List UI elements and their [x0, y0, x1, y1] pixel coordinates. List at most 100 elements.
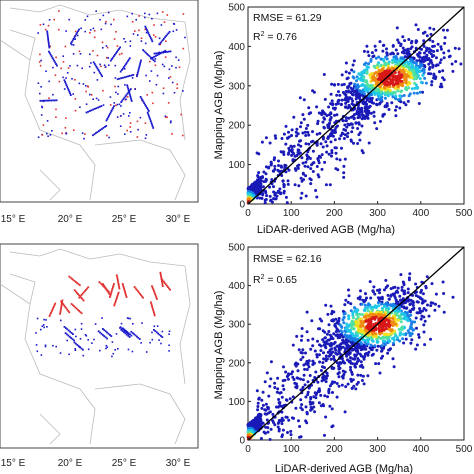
sample-point: [87, 86, 89, 88]
sample-point: [144, 12, 146, 15]
sample-point: [124, 41, 127, 43]
transect-point: [166, 33, 169, 36]
scatter-point: [315, 391, 319, 395]
sample-point: [64, 45, 67, 48]
transect-point: [78, 28, 80, 31]
sample-point: [89, 29, 92, 31]
transect-point: [129, 88, 132, 90]
scatter-point: [422, 330, 426, 334]
scatter-point: [356, 349, 360, 353]
transect-point: [125, 294, 127, 297]
scatter-point: [305, 157, 309, 161]
scatter-point: [330, 99, 334, 103]
transect-point: [122, 327, 124, 330]
transect-point: [151, 57, 154, 60]
scatter-point: [335, 361, 339, 365]
transect-point: [146, 29, 148, 31]
transect-point: [99, 72, 102, 74]
scatter-point: [404, 103, 408, 107]
scatter-point: [291, 395, 295, 399]
r2-value: = 0.76: [265, 31, 298, 43]
transect-point: [143, 102, 146, 104]
scatter-point: [301, 113, 305, 117]
transect-point: [96, 131, 99, 133]
scatter-point: [298, 151, 302, 155]
scatter-point: [399, 273, 403, 277]
scatter-point: [332, 310, 336, 314]
scatter-point: [381, 49, 385, 53]
transect-point: [118, 287, 121, 290]
transect-point: [66, 308, 69, 311]
scatter-point: [358, 115, 362, 119]
transect-point: [150, 303, 153, 305]
scatter-point: [389, 304, 393, 308]
sample-point: [52, 66, 54, 69]
transect-point: [157, 52, 159, 54]
scatter-point: [265, 371, 269, 375]
transect-point: [59, 312, 61, 315]
sample-point: [178, 66, 181, 69]
scatter-point: [403, 310, 407, 314]
scatter-point: [380, 302, 383, 306]
sample-point: [89, 53, 91, 56]
scatter-point: [441, 280, 445, 284]
transect-point: [122, 284, 125, 287]
scatter-point: [351, 311, 355, 315]
transect-point: [138, 66, 141, 69]
scatter-point: [391, 95, 395, 99]
scatter-point: [272, 190, 276, 194]
scatter-point: [296, 362, 300, 366]
scatter-point: [366, 116, 370, 120]
scatter-point: [348, 356, 352, 360]
sample-point: [160, 342, 162, 345]
scatter-point: [399, 298, 402, 302]
scatter-point: [427, 67, 431, 71]
scatter-point: [416, 85, 419, 89]
map-panel-bottom: 15° E 20° E 25° E 30° E: [0, 243, 199, 469]
scatter-point: [308, 400, 312, 404]
transect-point: [153, 312, 156, 315]
scatter-point: [264, 425, 268, 429]
scatter-point: [314, 189, 318, 192]
scatter-point: [421, 309, 424, 313]
y-tick-label: 100: [228, 160, 245, 171]
scatter-point: [389, 287, 393, 291]
scatter-point: [344, 61, 348, 65]
scatter-point: [320, 379, 324, 383]
scatter-point: [373, 44, 377, 48]
scatter-point: [415, 77, 418, 81]
sample-point: [131, 350, 134, 353]
transect-point: [68, 311, 71, 314]
transect-point: [43, 99, 45, 102]
sample-point: [101, 317, 103, 319]
sample-point: [129, 45, 132, 47]
scatter-point: [321, 365, 324, 369]
sample-point: [100, 65, 102, 68]
scatter-point: [281, 179, 285, 183]
transect-point: [158, 333, 161, 336]
transect-point: [79, 311, 82, 313]
transect-point: [70, 337, 73, 339]
country-borders: [0, 4, 191, 201]
scatter-point: [302, 178, 305, 182]
transect-point: [125, 75, 128, 78]
scatter-point: [371, 55, 375, 59]
transect-point: [51, 56, 54, 59]
sample-point: [148, 13, 151, 16]
sample-point: [88, 65, 91, 68]
transect-point: [162, 280, 165, 283]
scatter-point: [367, 350, 371, 354]
scatter-point: [307, 142, 311, 146]
scatter-point: [399, 44, 403, 48]
scatter-point: [356, 357, 360, 361]
sample-point: [41, 325, 44, 327]
scatter-point: [322, 116, 326, 120]
transect-point: [157, 332, 159, 335]
sample-point: [85, 335, 88, 337]
sample-point: [42, 324, 45, 326]
scatter-point: [341, 345, 345, 349]
scatter-point: [337, 98, 341, 102]
scatter-point: [417, 102, 421, 105]
scatter-point: [407, 278, 411, 282]
transect-point: [78, 310, 80, 312]
